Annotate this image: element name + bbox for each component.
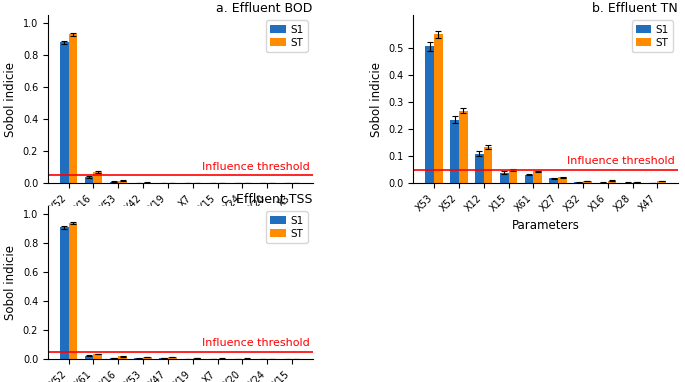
Legend: S1, ST: S1, ST	[632, 21, 673, 52]
Bar	[68, 34, 77, 183]
Bar	[459, 111, 468, 183]
Bar	[85, 177, 93, 183]
Bar	[60, 42, 68, 183]
X-axis label: Parameters: Parameters	[512, 219, 580, 232]
Bar	[583, 181, 592, 183]
Bar	[658, 181, 666, 183]
Bar	[143, 357, 152, 359]
Bar	[525, 175, 534, 183]
Bar	[534, 172, 542, 183]
Bar	[608, 181, 616, 183]
Bar	[508, 170, 517, 183]
Bar	[549, 178, 558, 183]
Bar	[93, 172, 102, 183]
Bar	[119, 181, 127, 183]
Bar	[484, 147, 493, 183]
X-axis label: Parameters: Parameters	[147, 219, 214, 232]
Bar	[110, 182, 119, 183]
Bar	[434, 34, 443, 183]
Text: Influence threshold: Influence threshold	[201, 162, 310, 172]
Y-axis label: Sobol indicie: Sobol indicie	[4, 245, 17, 320]
Y-axis label: Sobol indicie: Sobol indicie	[370, 62, 383, 137]
Bar	[110, 358, 119, 359]
Bar	[450, 120, 459, 183]
Text: c. Effluent TSS: c. Effluent TSS	[221, 193, 313, 206]
Bar	[633, 182, 641, 183]
Bar	[134, 358, 143, 359]
Bar	[558, 177, 567, 183]
Bar	[159, 358, 168, 359]
Bar	[68, 223, 77, 359]
Bar	[93, 354, 102, 359]
Legend: S1, ST: S1, ST	[266, 212, 308, 243]
Bar	[85, 356, 93, 359]
Bar	[574, 182, 583, 183]
Bar	[119, 356, 127, 359]
Bar	[168, 357, 177, 359]
Text: Influence threshold: Influence threshold	[201, 338, 310, 348]
Bar	[425, 47, 434, 183]
Text: a. Effluent BOD: a. Effluent BOD	[216, 2, 313, 15]
Bar	[60, 227, 68, 359]
Legend: S1, ST: S1, ST	[266, 21, 308, 52]
Bar	[192, 358, 201, 359]
Text: b. Effluent TN: b. Effluent TN	[593, 2, 678, 15]
Y-axis label: Sobol indicie: Sobol indicie	[4, 62, 17, 137]
Text: Influence threshold: Influence threshold	[567, 156, 675, 166]
Bar	[500, 173, 508, 183]
Bar	[475, 154, 484, 183]
